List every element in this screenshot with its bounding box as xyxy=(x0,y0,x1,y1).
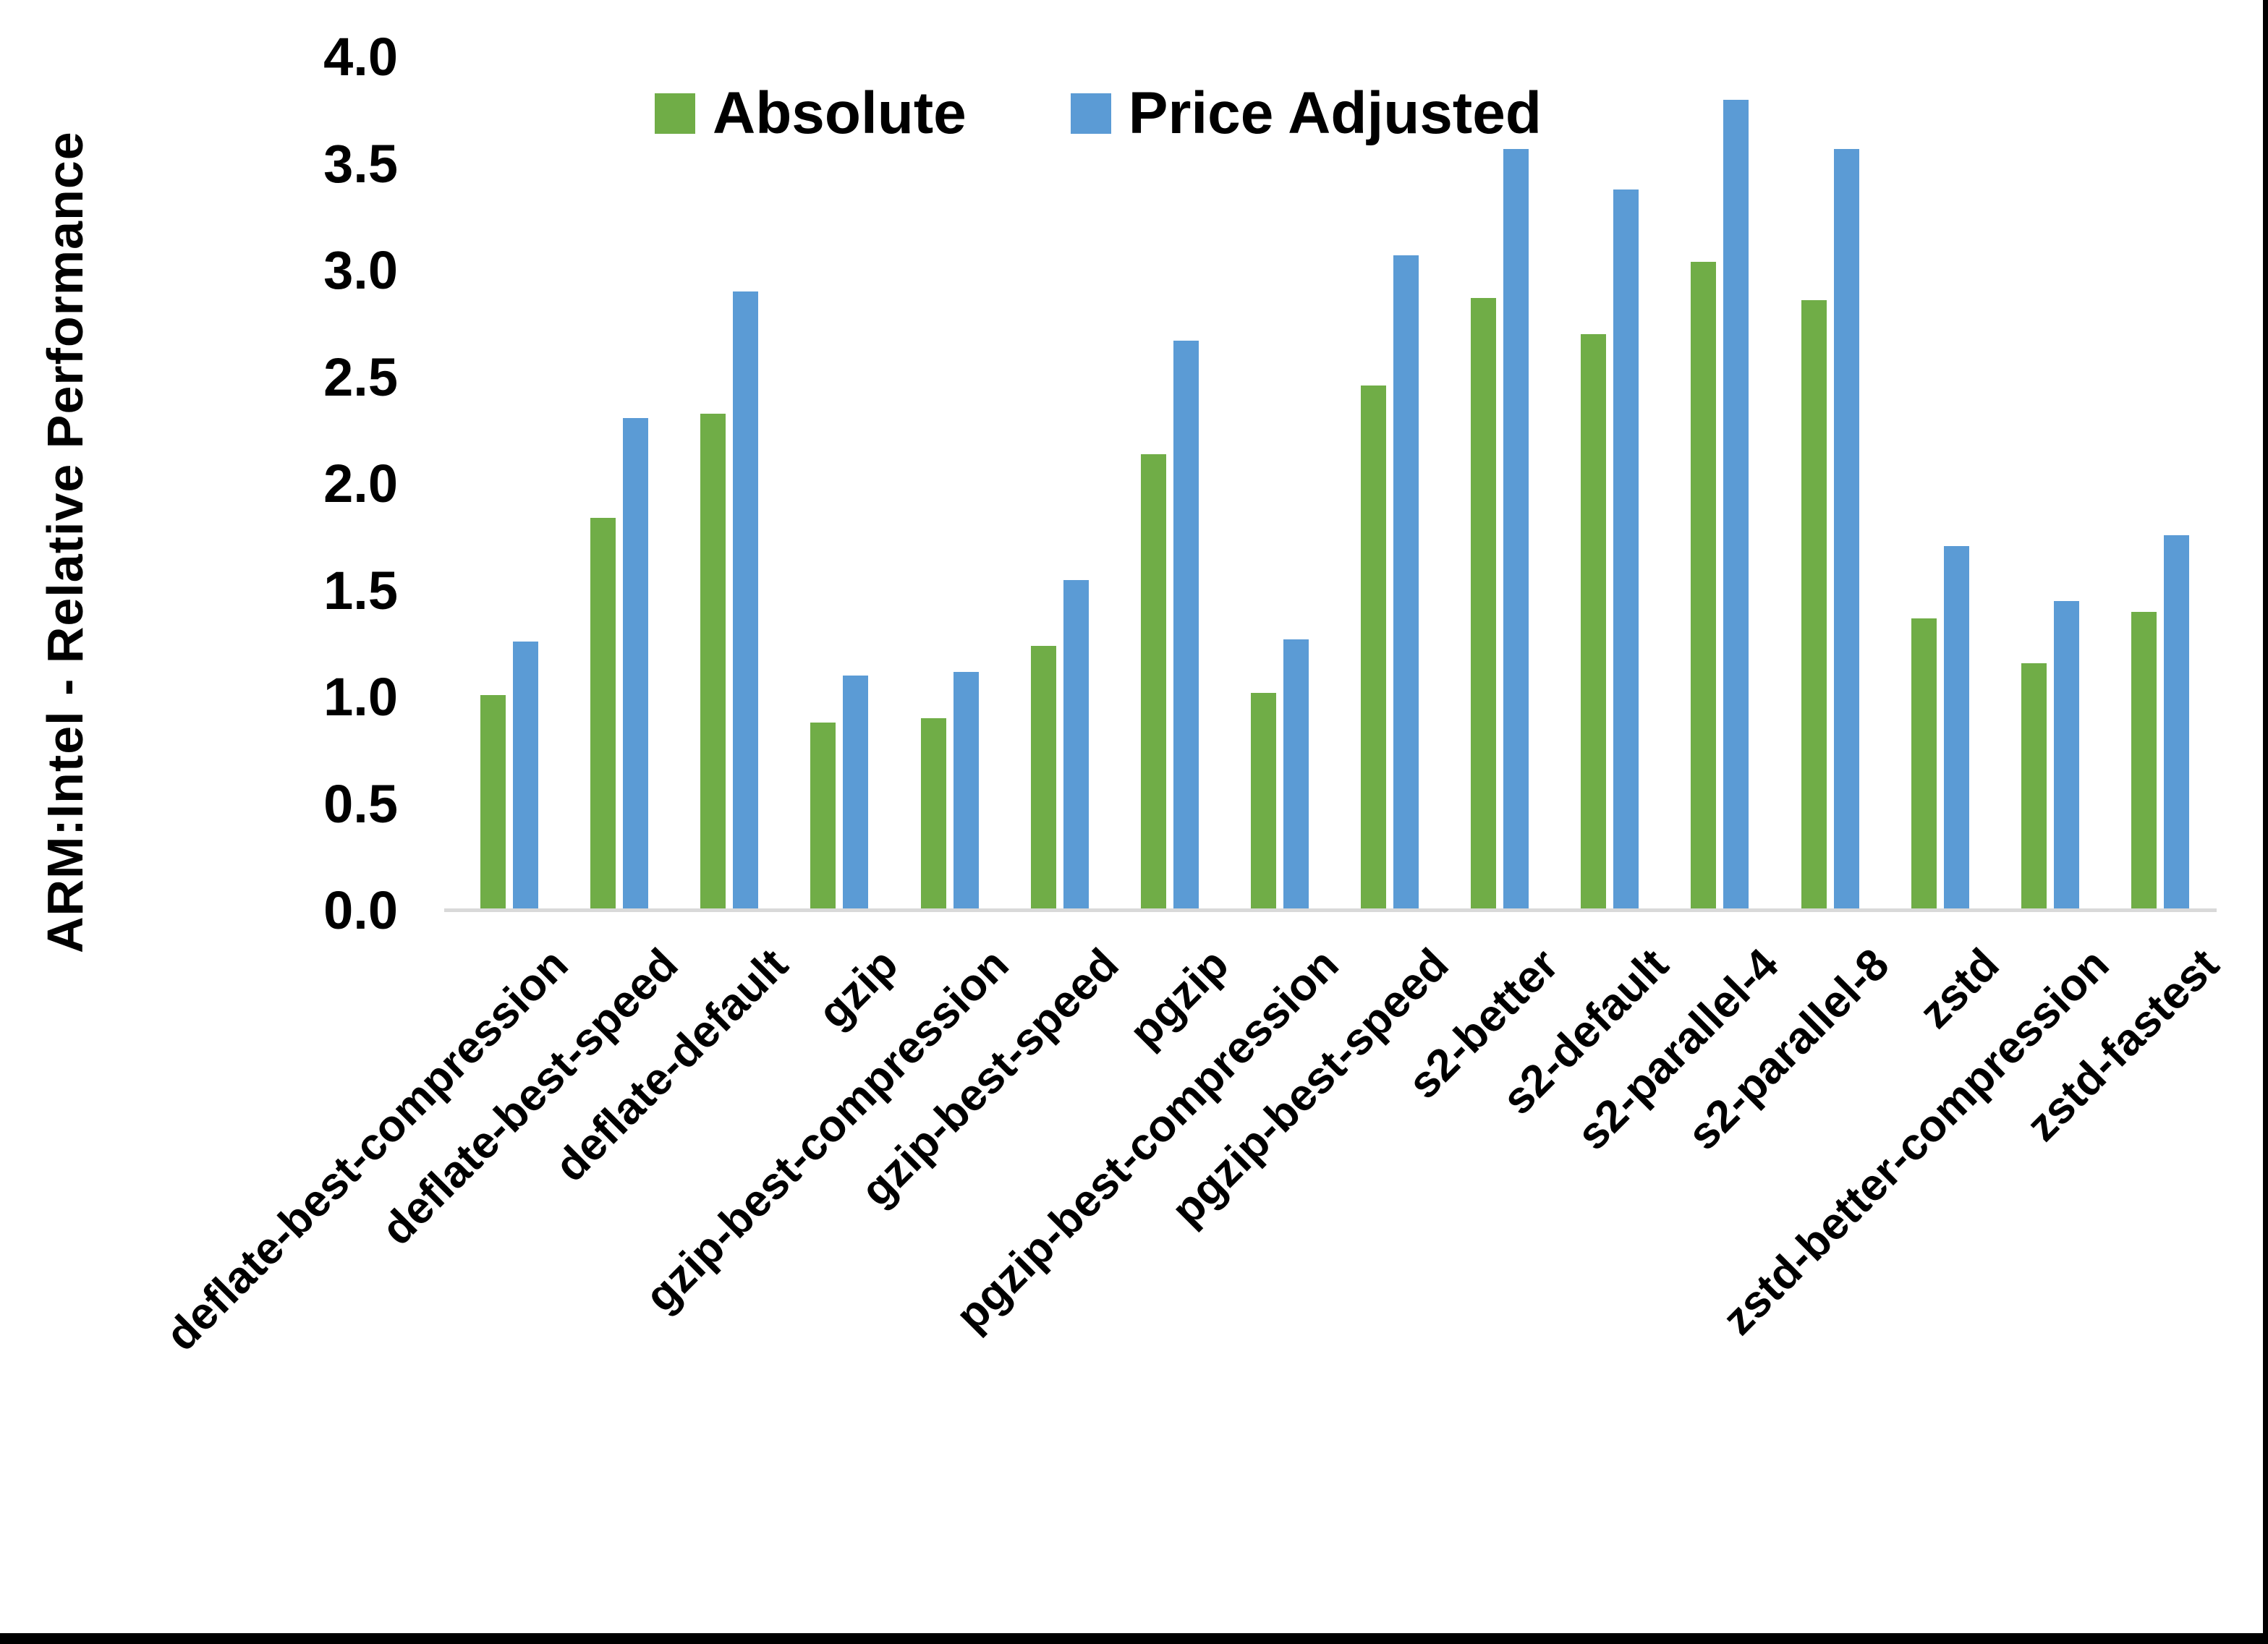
bar-group-zstd xyxy=(1885,57,1995,911)
bar-absolute-zstd-fastest xyxy=(2131,612,2157,911)
bar-absolute-s2-default xyxy=(1581,334,1607,911)
y-tick-label-0.0: 0.0 xyxy=(323,880,398,940)
legend-label-absolute: Absolute xyxy=(713,80,967,146)
bar-absolute-deflate-best-compression xyxy=(480,695,506,911)
y-tick-label-2.5: 2.5 xyxy=(323,347,398,407)
y-tick-label-3.0: 3.0 xyxy=(323,240,398,300)
bar-group-zstd-better-compression xyxy=(1995,57,2105,911)
bar-group-pgzip-best-speed xyxy=(1335,57,1445,911)
bar-price-adjusted-deflate-default xyxy=(733,291,759,911)
bar-group-s2-parallel-8 xyxy=(1775,57,1885,911)
bar-absolute-deflate-default xyxy=(700,414,726,911)
bar-price-adjusted-pgzip-best-compression xyxy=(1283,639,1309,911)
bar-group-pgzip-best-compression xyxy=(1225,57,1335,911)
bar-group-gzip-best-speed xyxy=(1005,57,1115,911)
y-tick-label-3.5: 3.5 xyxy=(323,134,398,194)
bar-absolute-pgzip-best-compression xyxy=(1250,693,1276,911)
bar-absolute-pgzip xyxy=(1140,454,1166,911)
bar-group-gzip xyxy=(784,57,894,911)
bar-price-adjusted-s2-parallel-8 xyxy=(1833,149,1859,911)
legend: Absolute Price Adjusted xyxy=(655,80,1542,148)
bar-group-deflate-best-compression xyxy=(454,57,564,911)
bar-absolute-gzip xyxy=(810,723,836,911)
plot-area xyxy=(454,57,2215,911)
bar-group-pgzip xyxy=(1115,57,1225,911)
y-tick-label-0.5: 0.5 xyxy=(323,774,398,834)
bar-absolute-pgzip-best-speed xyxy=(1361,386,1387,911)
bar-price-adjusted-gzip-best-compression xyxy=(953,672,979,911)
screenshot-bottom-border xyxy=(0,1633,2268,1644)
y-tick-label-2.0: 2.0 xyxy=(323,453,398,514)
y-tick-label-4.0: 4.0 xyxy=(323,27,398,87)
bar-price-adjusted-zstd-fastest xyxy=(2163,535,2189,911)
legend-swatch-absolute xyxy=(655,93,695,134)
bar-group-gzip-best-compression xyxy=(895,57,1005,911)
bar-price-adjusted-s2-default xyxy=(1613,189,1639,911)
y-axis-title: ARM:Intel - Relative Performance xyxy=(37,131,93,954)
legend-swatch-price-adjusted xyxy=(1070,93,1111,134)
bar-price-adjusted-pgzip xyxy=(1173,341,1199,911)
bar-absolute-s2-better xyxy=(1471,298,1497,911)
bar-absolute-zstd-better-compression xyxy=(2021,663,2047,911)
bar-group-s2-default xyxy=(1555,57,1665,911)
bar-absolute-gzip-best-compression xyxy=(920,718,946,911)
bar-price-adjusted-s2-better xyxy=(1503,149,1529,911)
y-tick-label-1.5: 1.5 xyxy=(323,561,398,621)
bar-price-adjusted-pgzip-best-speed xyxy=(1393,255,1419,911)
bar-absolute-s2-parallel-4 xyxy=(1691,262,1717,911)
bar-absolute-zstd xyxy=(1911,618,1937,911)
bar-price-adjusted-zstd xyxy=(1943,546,1969,911)
bar-price-adjusted-deflate-best-speed xyxy=(623,418,649,911)
screenshot-right-border xyxy=(2263,0,2268,1644)
bar-group-s2-parallel-4 xyxy=(1665,57,1775,911)
bar-group-deflate-default xyxy=(674,57,784,911)
bar-price-adjusted-s2-parallel-4 xyxy=(1723,100,1749,911)
legend-label-price-adjusted: Price Adjusted xyxy=(1128,80,1542,146)
bar-price-adjusted-deflate-best-compression xyxy=(513,642,539,911)
bar-price-adjusted-zstd-better-compression xyxy=(2053,601,2079,911)
bar-absolute-gzip-best-speed xyxy=(1030,646,1056,911)
bar-group-deflate-best-speed xyxy=(564,57,674,911)
bar-price-adjusted-gzip xyxy=(843,676,869,911)
bar-group-zstd-fastest xyxy=(2105,57,2215,911)
x-axis-line xyxy=(444,908,2217,912)
y-tick-label-1.0: 1.0 xyxy=(323,667,398,727)
bar-price-adjusted-gzip-best-speed xyxy=(1063,580,1089,911)
bar-group-s2-better xyxy=(1445,57,1555,911)
bar-absolute-deflate-best-speed xyxy=(590,518,616,911)
bar-absolute-s2-parallel-8 xyxy=(1801,300,1827,911)
